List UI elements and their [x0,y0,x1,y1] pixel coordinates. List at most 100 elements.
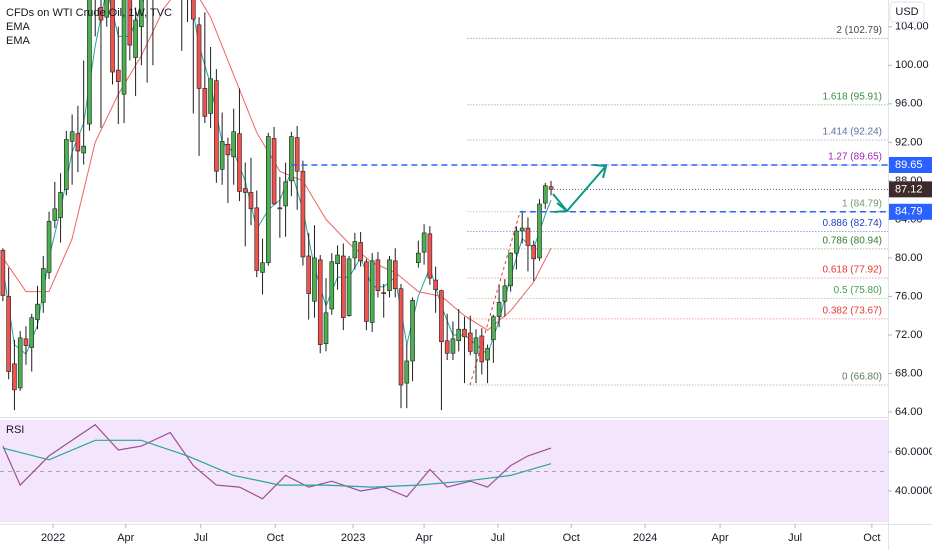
candle-body [231,131,236,158]
overlay [469,164,608,386]
y-tick-label: 40.0000 [895,485,932,497]
x-tick-label: Jul [194,532,208,544]
candle-body [202,88,208,117]
candle-body [75,133,81,152]
candle-body [294,137,300,172]
candle-body [427,233,433,279]
candle-body [133,19,138,58]
candle-body [329,261,335,310]
candle-body [508,252,513,287]
y-tick-label: 100.00 [895,59,929,71]
candle-body [110,0,115,73]
candle-body [29,317,35,348]
legend-entry: EMA [6,21,31,33]
price-line-badge [889,203,932,220]
candle-body [300,170,306,258]
candle-body [6,296,11,372]
candle-body [421,232,427,253]
x-tick-label: Oct [563,532,580,544]
axes: 2022 Apr Jul Oct 2023 Apr Jul Oct 2024 Apr Jul Oct 1… [41,21,932,544]
candle-body [491,316,496,341]
main-pane: 2 (102.79) 1.618 (95.91) 1.414 (92.24) 1.27… [0,0,888,411]
candle-body [35,303,40,320]
y-tick-label: 104.00 [895,21,929,33]
x-tick-label: 2023 [341,532,365,544]
candle-body [64,139,69,190]
candle-body [467,332,473,352]
candle-body [214,80,219,172]
candle-body [248,192,254,210]
candle-body [450,338,456,354]
candle-body [139,0,144,28]
candle-body [542,185,548,204]
candle-body [392,260,398,290]
candle-body [52,208,58,221]
fib-label: 2 (102.79) [836,25,882,36]
candle-body [81,145,86,154]
y-tick-label: 80.00 [895,252,923,264]
candle-body [127,0,133,46]
candle-body [525,227,531,246]
candle-body [404,360,410,384]
candle-body [225,143,231,156]
candle-body [98,7,104,21]
arrow-head [553,202,570,213]
candle-body [433,279,438,291]
ema-line [2,0,552,331]
x-tick-label: Oct [267,532,284,544]
candle-body [12,363,17,391]
y-tick-label: 96.00 [895,98,923,110]
candle-body [375,259,381,291]
legend-entry: EMA [6,35,31,47]
x-tick-label: Jul [491,532,505,544]
candle-body [456,328,462,342]
fib-label: 0.5 (75.80) [834,285,882,296]
y-tick-label: 72.00 [895,329,923,341]
candle-body [277,207,283,210]
candle-body [58,192,63,218]
currency-label[interactable]: USD [895,6,918,18]
price-line-label: 84.79 [895,206,923,218]
candle-body [352,241,358,259]
candle-body [531,245,537,260]
candle-body [439,290,444,343]
candle-body [260,262,265,273]
price-line-label: 89.65 [895,159,923,171]
candle-body [485,348,490,361]
last-price-badge [889,181,932,198]
candle-body [289,136,294,182]
candle-body [46,221,52,273]
candle-body [462,328,467,338]
candle-body [115,69,121,82]
candle-body [502,285,508,302]
fib-label: 1.618 (95.91) [823,91,883,102]
fib-label: 0.886 (82.74) [823,218,883,229]
x-tick-label: 2022 [41,532,65,544]
candle-body [237,133,242,192]
candle-body [387,259,392,291]
candle-body [519,227,525,232]
candle-body [323,312,329,344]
candle-body [254,207,260,271]
candle-body [317,259,323,345]
candle-body [358,242,363,262]
rsi-line [2,439,552,488]
candle-body [410,299,415,362]
candle-body [496,301,502,317]
candle-body [121,0,127,95]
arrow-head [593,164,608,179]
fib-label: 0.618 (77.92) [823,265,883,276]
candle-body [208,78,213,114]
candle-body [23,338,29,346]
candle-body [104,0,110,18]
symbol-title: CFDs on WTI Crude Oil, 1W, TVC [6,7,172,19]
currency-button[interactable] [889,1,925,23]
candle-body [537,203,542,259]
x-tick-label: Oct [863,532,880,544]
candle-body [473,337,479,354]
rsi-line [2,423,552,500]
rsi-lines [0,423,888,500]
y-tick-label: 76.00 [895,290,923,302]
price-line-badge [889,156,932,173]
